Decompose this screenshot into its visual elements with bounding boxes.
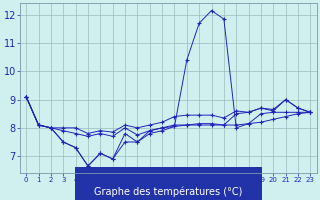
X-axis label: Graphe des températures (°C): Graphe des températures (°C) xyxy=(94,186,243,197)
